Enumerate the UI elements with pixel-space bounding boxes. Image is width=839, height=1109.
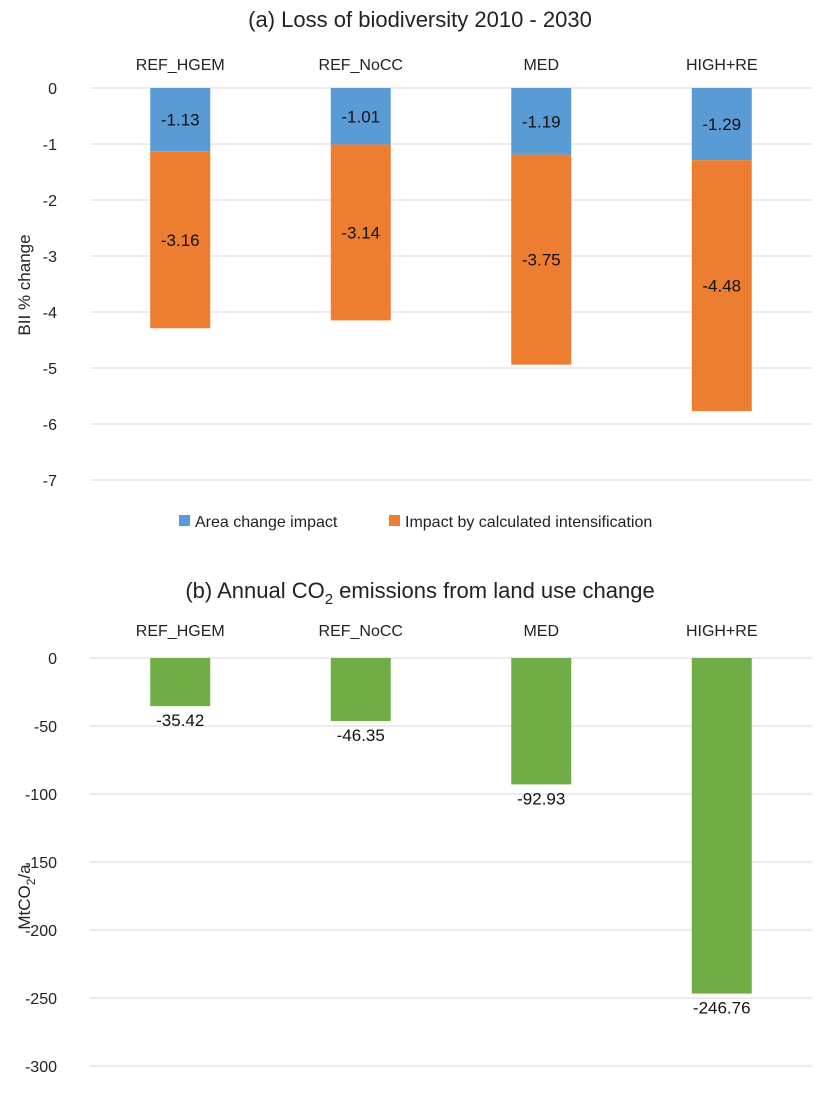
chartA-data-label: -1.29 (702, 115, 741, 134)
chartA-bar (150, 151, 211, 329)
chartA-y-tick-label: -3 (43, 249, 57, 266)
chartB-data-label: -35.42 (156, 711, 204, 730)
chartA-data-label: -1.19 (522, 112, 561, 131)
chartB-bar (150, 658, 211, 707)
chartA-data-label: -1.01 (341, 107, 380, 126)
chart-b-y-ticks: 0 -50 -100 -150 -200 -250 -300 (25, 651, 57, 1076)
chartA-category-label: REF_NoCC (319, 57, 403, 74)
chart-a-title: (a) Loss of biodiversity 2010 - 2030 (248, 7, 592, 32)
legend-label: Area change impact (195, 514, 338, 531)
chart-a-bars (150, 88, 752, 412)
chart-a-category-labels: REF_HGEM REF_NoCC MED HIGH+RE (136, 57, 758, 74)
chart-a-y-ticks: 0 -1 -2 -3 -4 -5 -6 -7 (43, 81, 57, 490)
chart-b-title-subscript: 2 (325, 591, 333, 608)
chartA-y-tick-label: -5 (43, 361, 57, 378)
chartB-y-tick-label: -200 (25, 923, 57, 940)
chartB-y-tick-label: -100 (25, 787, 57, 804)
legend-swatch (389, 515, 400, 526)
chartB-category-label: MED (523, 623, 559, 640)
chartB-data-label: -246.76 (693, 999, 751, 1018)
chartB-y-tick-label: -300 (25, 1059, 57, 1076)
chart-b-title-part-3: emissions from land use change (333, 578, 655, 603)
chartB-data-label: -46.35 (337, 726, 385, 745)
chartB-bar (691, 658, 752, 994)
chart-a-legend: Area change impact Impact by calculated i… (179, 514, 652, 531)
chartB-bar (330, 658, 391, 722)
chartA-y-tick-label: -4 (43, 305, 57, 322)
chartB-category-label: REF_HGEM (136, 623, 225, 640)
chartB-y-tick-label: 0 (48, 651, 57, 668)
chartA-bar (150, 88, 211, 152)
chart-b-title-part-1: (b) Annual CO (185, 578, 324, 603)
chart-a-data-labels: -1.13 -3.16 -1.01 -3.14 -1.19 -3.75 -1.29 -4.48 (161, 107, 741, 295)
chartB-data-label: -92.93 (517, 789, 565, 808)
chartA-data-label: -1.13 (161, 111, 200, 130)
chartA-bar (330, 144, 391, 321)
chartB-y-tick-label: -250 (25, 991, 57, 1008)
chartA-bar (691, 160, 752, 412)
chartB-category-label: HIGH+RE (686, 623, 758, 640)
chartB-y-tick-label: -50 (34, 719, 57, 736)
chartA-bar (330, 88, 391, 145)
chartA-data-label: -4.48 (702, 277, 741, 296)
chartB-bar (511, 658, 572, 785)
chartA-y-tick-label: 0 (48, 81, 57, 98)
chart-b-gridlines (90, 657, 812, 1067)
chartA-category-label: HIGH+RE (686, 57, 758, 74)
chartA-y-tick-label: -7 (43, 473, 57, 490)
chartA-y-tick-label: -1 (43, 137, 57, 154)
chart-a: (a) Loss of biodiversity 2010 - 2030 BII… (15, 7, 812, 531)
chart-b-ylabel-subscript: 2 (24, 878, 38, 885)
chartB-category-label: REF_NoCC (319, 623, 403, 640)
chart-a-y-axis-label: BII % change (15, 234, 34, 335)
chart-b-bars (150, 658, 752, 994)
chartA-bar (691, 88, 752, 161)
chart-b-ylabel-part-1: MtCO (15, 885, 34, 929)
chartA-y-tick-label: -6 (43, 417, 57, 434)
legend-label: Impact by calculated intensification (405, 514, 652, 531)
chartB-y-tick-label: -150 (25, 855, 57, 872)
chart-b-y-axis-label: MtCO2/a (15, 864, 38, 930)
chartA-bar (511, 154, 572, 365)
chartA-y-tick-label: -2 (43, 193, 57, 210)
chartA-category-label: REF_HGEM (136, 57, 225, 74)
chart-b: (b) Annual CO2 emissions from land use c… (15, 578, 812, 1076)
chart-a-gridlines (90, 87, 812, 481)
chartA-data-label: -3.16 (161, 231, 200, 250)
chartA-bar (511, 88, 572, 155)
chart-b-category-labels: REF_HGEM REF_NoCC MED HIGH+RE (136, 623, 758, 640)
chart-b-data-labels: -35.42 -46.35 -92.93 -246.76 (156, 711, 750, 1017)
chartA-data-label: -3.75 (522, 251, 561, 270)
chartA-category-label: MED (523, 57, 559, 74)
legend-swatch (179, 515, 190, 526)
chartA-data-label: -3.14 (341, 223, 380, 242)
chart-b-title: (b) Annual CO2 emissions from land use c… (185, 578, 654, 608)
chart-b-ylabel-part-3: /a (15, 864, 34, 879)
